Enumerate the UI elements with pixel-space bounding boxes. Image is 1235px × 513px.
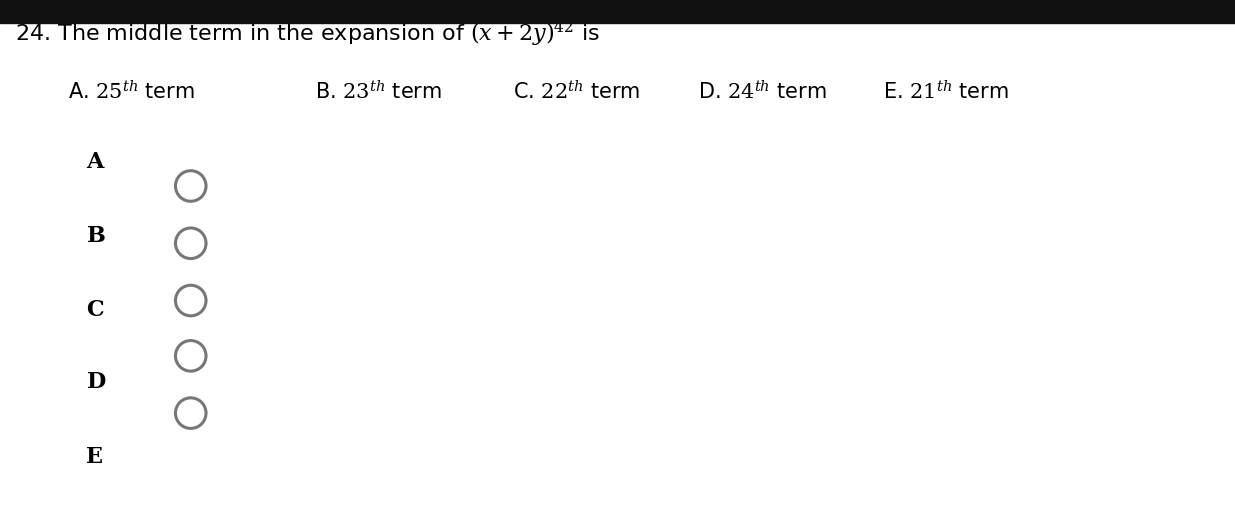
Text: C. $22^{th}$ term: C. $22^{th}$ term — [513, 81, 640, 104]
Text: A: A — [86, 151, 104, 172]
Text: E: E — [86, 446, 104, 467]
Text: D. $24^{th}$ term: D. $24^{th}$ term — [698, 81, 826, 104]
Text: B. $23^{th}$ term: B. $23^{th}$ term — [315, 81, 442, 104]
Text: C: C — [86, 300, 104, 321]
Text: 24. The middle term in the expansion of $(x + 2y)^{42}$ is: 24. The middle term in the expansion of … — [15, 17, 600, 49]
Bar — [0, 0, 1235, 23]
Text: D: D — [86, 371, 106, 393]
Text: B: B — [86, 225, 105, 247]
Text: E. $21^{th}$ term: E. $21^{th}$ term — [883, 81, 1009, 104]
Text: A. $25^{th}$ term: A. $25^{th}$ term — [68, 81, 195, 104]
